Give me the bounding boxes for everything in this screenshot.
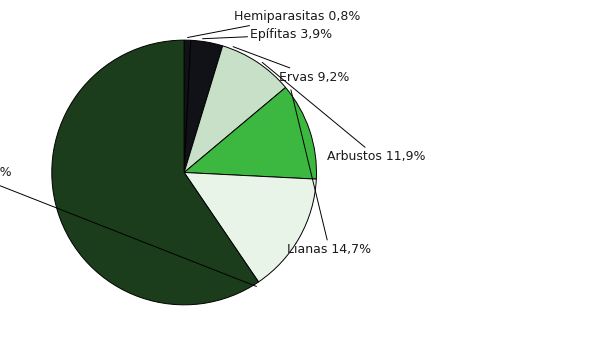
Text: Ervas 9,2%: Ervas 9,2% xyxy=(233,47,350,84)
Text: Arbustos 11,9%: Arbustos 11,9% xyxy=(262,62,425,163)
Text: Epífitas 3,9%: Epífitas 3,9% xyxy=(203,28,333,41)
Wedge shape xyxy=(52,40,258,305)
Text: Hemiparasitas 0,8%: Hemiparasitas 0,8% xyxy=(188,10,361,38)
Wedge shape xyxy=(184,40,191,172)
Wedge shape xyxy=(184,172,317,282)
Wedge shape xyxy=(184,88,317,179)
Text: Árvores 59,5%: Árvores 59,5% xyxy=(0,166,257,287)
Wedge shape xyxy=(184,40,223,172)
Text: Lianas 14,7%: Lianas 14,7% xyxy=(287,90,371,256)
Wedge shape xyxy=(184,46,286,172)
